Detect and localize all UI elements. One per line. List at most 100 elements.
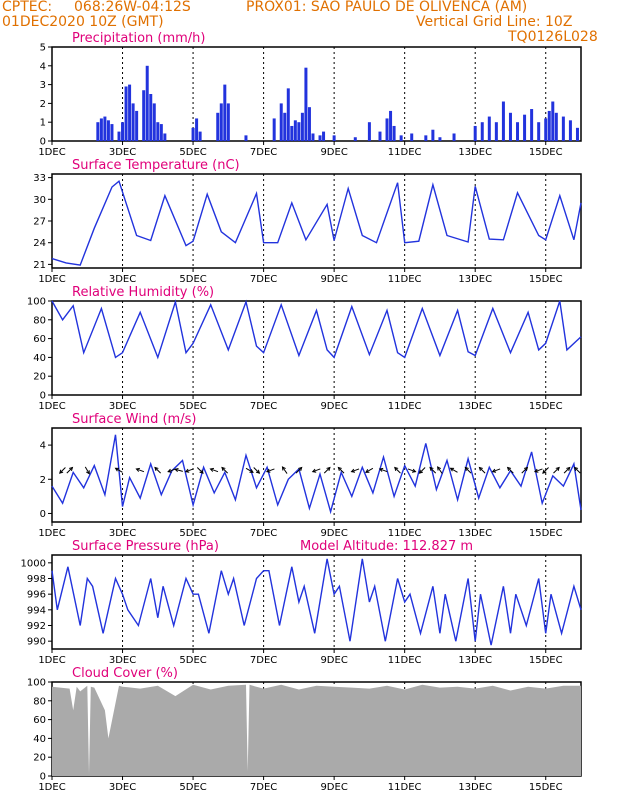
temp-xtick-label: 5DEC <box>179 274 206 285</box>
precip-bar <box>223 84 227 141</box>
precip-title: Precipitation (mm/h) <box>72 31 205 46</box>
rh-xtick-label: 1DEC <box>38 401 65 412</box>
precip-ytick-label: 4 <box>40 61 46 72</box>
precip-bar <box>523 114 527 141</box>
precip-bar <box>378 131 382 141</box>
wind-arrow <box>337 466 345 474</box>
cloud-xtick-label: 9DEC <box>320 782 347 793</box>
precip-frame <box>51 46 582 142</box>
wind-arrow <box>533 468 543 473</box>
wind-xtick-label: 5DEC <box>179 528 206 539</box>
wind-ytick-label: 2 <box>40 475 46 486</box>
wind-arrow <box>154 466 161 474</box>
precip-bar <box>99 118 103 141</box>
press-title: Surface Pressure (hPa) <box>72 539 219 554</box>
temp-xtick-label: 11DEC <box>388 274 422 285</box>
rh-ytick-label: 20 <box>33 372 46 383</box>
cloud-ytick-label: 60 <box>33 715 46 726</box>
cloud-ytick-label: 0 <box>40 772 46 783</box>
press-xtick-label: 3DEC <box>109 655 136 666</box>
precip-bar <box>544 118 548 141</box>
precip-bar <box>152 103 156 141</box>
precip-bar <box>551 101 555 141</box>
header-station: PROX01: SAO PAULO DE OLIVENCA (AM) <box>246 0 528 15</box>
precip-ytick-label: 1 <box>40 118 46 129</box>
precip-bar <box>332 135 336 141</box>
wind-arrow <box>135 467 145 473</box>
wind-arrow <box>521 466 529 474</box>
cloud-xtick-label: 5DEC <box>179 782 206 793</box>
precip-bar <box>142 90 146 141</box>
precip-bar <box>195 118 199 141</box>
wind-arrow <box>295 466 303 474</box>
precip-xtick-label: 3DEC <box>109 147 136 158</box>
precip-bar <box>568 120 572 141</box>
header-date: 01DEC2020 10Z (GMT) <box>2 14 164 30</box>
wind-frame <box>51 427 582 523</box>
precip-bar <box>554 112 558 141</box>
precip-bar <box>307 107 311 141</box>
precip-bar <box>290 125 294 141</box>
precip-bar <box>530 109 534 141</box>
header-coords: 068:26W-04:12S <box>74 0 191 15</box>
precip-bar <box>300 112 304 141</box>
rh-ytick-label: 80 <box>33 315 46 326</box>
press-xtick-label: 5DEC <box>179 655 206 666</box>
wind-xtick-label: 11DEC <box>388 528 422 539</box>
precip-bar <box>353 137 357 141</box>
wind-arrow <box>281 466 288 474</box>
precip-bar <box>501 101 505 141</box>
press-line <box>51 558 582 646</box>
precip-bar <box>318 135 322 141</box>
precip-bar <box>561 116 565 141</box>
precip-bar <box>494 122 498 141</box>
precip-bar <box>198 131 202 141</box>
precip-bar <box>216 112 220 141</box>
press-ytick-label: 1000 <box>21 558 46 569</box>
temp-ytick-label: 24 <box>33 238 46 249</box>
wind-arrow <box>84 466 90 475</box>
rh-xtick-label: 9DEC <box>320 401 347 412</box>
cloud-ytick-label: 20 <box>33 753 46 764</box>
precip-bar <box>293 120 297 141</box>
wind-xtick-label: 15DEC <box>529 528 563 539</box>
wind-line <box>51 434 582 515</box>
cloud-xtick-label: 15DEC <box>529 782 563 793</box>
press-xtick-label: 11DEC <box>388 655 422 666</box>
wind-arrow <box>449 467 458 473</box>
cloud-xtick-label: 3DEC <box>109 782 136 793</box>
wind-arrow <box>253 467 261 474</box>
wind-arrow <box>506 466 514 474</box>
precip-bar <box>226 103 230 141</box>
wind-xtick-label: 1DEC <box>38 528 65 539</box>
rh-ytick-label: 60 <box>33 334 46 345</box>
precip-bar <box>399 135 403 141</box>
press-ytick-label: 996 <box>27 590 46 601</box>
temp-xtick-label: 15DEC <box>529 274 563 285</box>
precip-bar <box>131 103 135 141</box>
cloud-ytick-label: 100 <box>27 678 46 689</box>
precip-bar <box>121 122 125 141</box>
precip-ytick-label: 5 <box>40 43 46 54</box>
precip-bar <box>117 131 121 141</box>
precip-bar <box>283 112 287 141</box>
precip-bar <box>159 124 163 141</box>
precip-bar <box>110 124 114 141</box>
precip-bar <box>286 88 290 141</box>
precip-bar <box>311 133 315 141</box>
wind-xtick-label: 7DEC <box>250 528 277 539</box>
cloud-xtick-label: 1DEC <box>38 782 65 793</box>
precip-ytick-label: 3 <box>40 80 46 91</box>
precip-bar <box>438 137 442 141</box>
precip-bar <box>547 110 551 141</box>
rh-xtick-label: 15DEC <box>529 401 563 412</box>
wind-title: Surface Wind (m/s) <box>72 412 196 427</box>
wind-arrow <box>464 466 472 474</box>
precip-bar <box>279 103 283 141</box>
wind-arrow <box>365 467 374 473</box>
header-grid-note: Vertical Grid Line: 10Z <box>416 14 573 30</box>
wind-arrow <box>265 468 275 473</box>
wind-arrow <box>563 466 571 474</box>
wind-arrow <box>167 468 176 473</box>
